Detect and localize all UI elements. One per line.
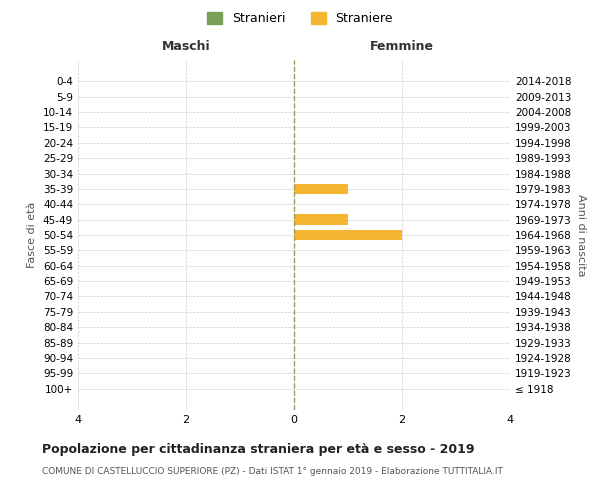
Text: Popolazione per cittadinanza straniera per età e sesso - 2019: Popolazione per cittadinanza straniera p… <box>42 442 475 456</box>
Text: Femmine: Femmine <box>370 40 434 53</box>
Y-axis label: Anni di nascita: Anni di nascita <box>575 194 586 276</box>
Legend: Stranieri, Straniere: Stranieri, Straniere <box>202 7 398 30</box>
Bar <box>294 184 348 194</box>
Y-axis label: Fasce di età: Fasce di età <box>28 202 37 268</box>
Text: Maschi: Maschi <box>161 40 211 53</box>
Text: COMUNE DI CASTELLUCCIO SUPERIORE (PZ) - Dati ISTAT 1° gennaio 2019 - Elaborazion: COMUNE DI CASTELLUCCIO SUPERIORE (PZ) - … <box>42 468 503 476</box>
Bar <box>294 214 348 225</box>
Bar <box>294 230 402 240</box>
